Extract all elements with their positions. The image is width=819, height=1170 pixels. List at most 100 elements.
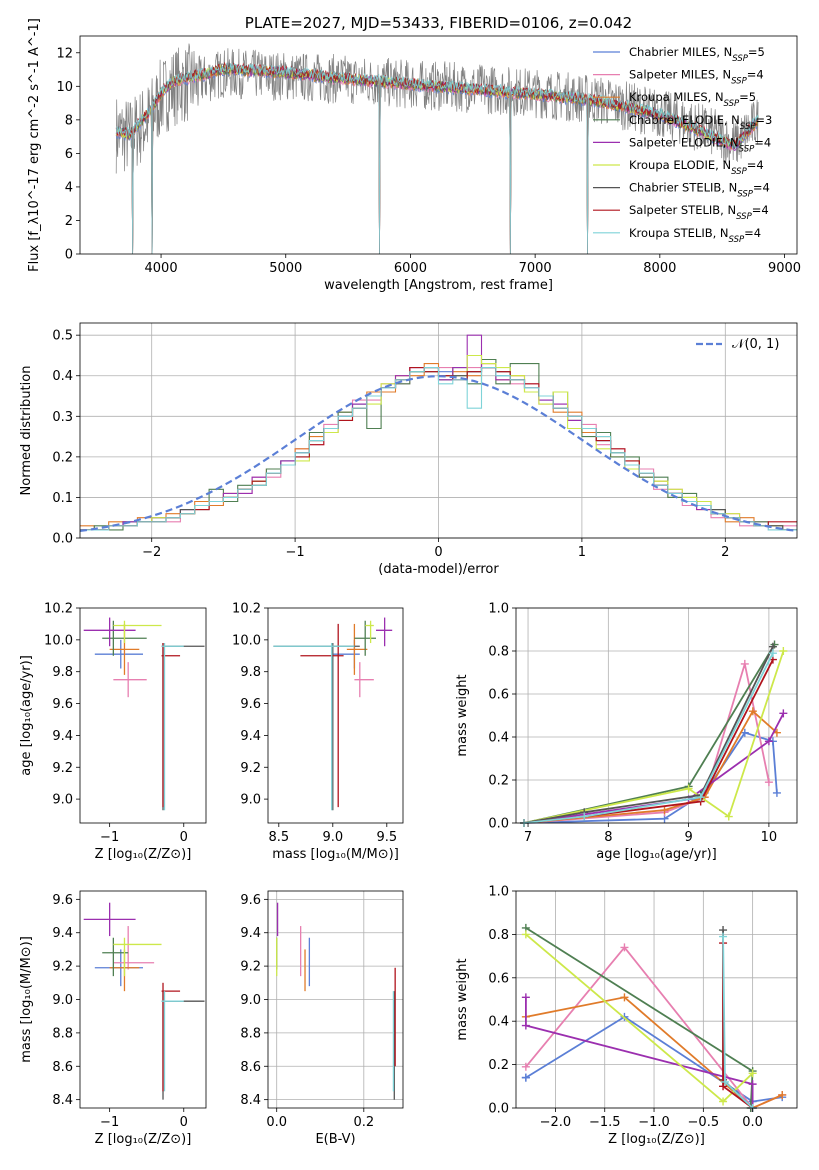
- point-marker: [580, 812, 589, 821]
- y-tick-label: 0.5: [52, 329, 73, 344]
- x-axis-label: age [log₁₀(age/yr)]: [596, 847, 717, 862]
- x-tick-label: 0.0: [266, 1115, 287, 1130]
- x-axis-label: Z [log₁₀(Z/Z⊙)]: [95, 1132, 192, 1147]
- y-tick-label: 4: [65, 180, 73, 195]
- y-tick-label: 9.4: [240, 926, 261, 941]
- y-tick-label: 9.6: [240, 893, 261, 908]
- y-tick-label: 0.8: [488, 645, 509, 660]
- y-tick-label: 10.2: [232, 602, 261, 617]
- y-tick-label: 0.4: [488, 1015, 509, 1030]
- chart-title: PLATE=2027, MJD=53433, FIBERID=0106, z=0…: [245, 14, 632, 32]
- point-marker: [772, 788, 781, 797]
- mass-vs-EBV-panel: [268, 891, 403, 1108]
- legend-label: Salpeter ELODIE, NSSP=4: [629, 135, 771, 154]
- residuals-axes: −2 −1 0 1 2 0.0 0.1 0.2 0.3 0.4 0.5 (data-model)/er…: [19, 322, 798, 577]
- point-marker: [748, 707, 757, 716]
- y-tick-label: 2: [65, 214, 73, 229]
- mass-vs-EBV-axes: 0.0 0.2 8.4 8.6 8.8 9.0 9.2 9.4 9.6 E(B-V): [240, 890, 404, 1147]
- axes-frame: [267, 607, 404, 824]
- x-axis-label: Z [log₁₀(Z/Z⊙)]: [608, 1132, 705, 1147]
- y-tick-label: 8.4: [240, 1093, 261, 1108]
- x-tick-label: 1: [578, 545, 586, 560]
- x-tick-label: 8000: [643, 261, 676, 276]
- legend-label: Salpeter MILES, NSSP=4: [629, 68, 764, 87]
- point-marker: [740, 659, 749, 668]
- residuals-panel: 𝒩(0, 1): [79, 323, 798, 539]
- y-tick-label: 10: [56, 80, 73, 95]
- y-tick-label: 9.8: [52, 665, 73, 680]
- series-line: [523, 731, 778, 824]
- point-marker: [748, 1069, 757, 1078]
- point-marker: [764, 737, 773, 746]
- spectrum-plot-area: [115, 43, 759, 254]
- point-marker: [719, 1097, 728, 1106]
- y-tick-label: 9.2: [52, 960, 73, 975]
- y-axis-label: mass weight: [455, 674, 470, 756]
- point-marker: [696, 793, 705, 802]
- mass-vs-Z-panel: [83, 902, 205, 1100]
- x-tick-label: −1: [100, 830, 119, 845]
- y-axis-label: Normed distribution: [19, 366, 34, 496]
- weight-vs-Z-axes: −2.0 −1.5 −1.0 −0.5 0.0 0.0 0.2 0.4 0.6 0.8 1.0 Z […: [455, 885, 798, 1147]
- x-tick-label: 0.0: [742, 1115, 763, 1130]
- y-axis-label: Flux [f_λ10^-17 erg cm^-2 s^-1 A^-1]: [27, 18, 42, 272]
- x-axis-label: (data-model)/error: [378, 562, 499, 577]
- series-line: [525, 933, 754, 1103]
- legend-label: Kroupa STELIB, NSSP=4: [629, 226, 761, 245]
- series-line: [525, 1015, 783, 1103]
- y-tick-label: 8.4: [52, 1093, 73, 1108]
- x-tick-label: 10: [761, 830, 778, 845]
- y-tick-label: 9.0: [240, 993, 261, 1008]
- y-tick-label: 9.0: [240, 793, 261, 808]
- age-vs-Z-panel: [83, 617, 205, 811]
- point-marker: [620, 943, 629, 952]
- point-marker: [719, 932, 728, 941]
- y-tick-label: 9.6: [240, 697, 261, 712]
- x-tick-label: 7: [524, 830, 532, 845]
- axes-frame: [79, 607, 207, 824]
- y-tick-label: 9.6: [52, 893, 73, 908]
- x-tick-label: 9.5: [376, 830, 397, 845]
- y-tick-label: 9.4: [240, 729, 261, 744]
- y-tick-label: 9.8: [240, 665, 261, 680]
- y-tick-label: 0.0: [488, 1102, 509, 1117]
- y-tick-label: 8.8: [52, 1026, 73, 1041]
- point-marker: [521, 993, 530, 1002]
- series-line: [523, 663, 770, 824]
- x-tick-label: −0.5: [688, 1115, 720, 1130]
- spectrum-panel: Chabrier MILES, NSSP=5 Salpeter MILES, NS…: [115, 43, 772, 254]
- y-axis-label: mass weight: [455, 958, 470, 1040]
- y-tick-label: 9.0: [52, 993, 73, 1008]
- x-tick-label: 0: [180, 830, 188, 845]
- y-tick-label: 0.6: [488, 688, 509, 703]
- x-tick-label: −2.0: [540, 1115, 572, 1130]
- y-tick-label: 8: [65, 113, 73, 128]
- series-line: [525, 997, 754, 1108]
- x-tick-label: 8.5: [268, 830, 289, 845]
- x-tick-label: −1: [100, 1115, 119, 1130]
- y-tick-label: 12: [56, 46, 73, 61]
- y-tick-label: 0.2: [488, 1058, 509, 1073]
- y-tick-label: 0.2: [488, 774, 509, 789]
- x-tick-label: 6000: [394, 261, 427, 276]
- x-tick-label: 0.2: [353, 1115, 374, 1130]
- series-line: [523, 646, 774, 824]
- model-spectrum-line: [115, 61, 759, 254]
- series-line: [525, 927, 754, 1109]
- x-axis-label: mass [log₁₀(M/M⊙)]: [272, 847, 399, 862]
- point-marker: [748, 1080, 757, 1089]
- point-marker: [521, 1062, 530, 1071]
- spectrum-legend: Chabrier MILES, NSSP=5 Salpeter MILES, NS…: [593, 45, 772, 245]
- point-marker: [521, 930, 530, 939]
- legend-label: 𝒩(0, 1): [732, 337, 779, 352]
- y-tick-label: 9.2: [240, 960, 261, 975]
- legend-label: Salpeter STELIB, NSSP=4: [629, 203, 769, 222]
- y-tick-label: 9.0: [52, 793, 73, 808]
- point-marker: [721, 1077, 730, 1086]
- point-marker: [620, 993, 629, 1002]
- y-tick-label: 1.0: [488, 885, 509, 900]
- point-marker: [740, 728, 749, 737]
- x-tick-label: 0: [180, 1115, 188, 1130]
- x-tick-label: −1.5: [589, 1115, 621, 1130]
